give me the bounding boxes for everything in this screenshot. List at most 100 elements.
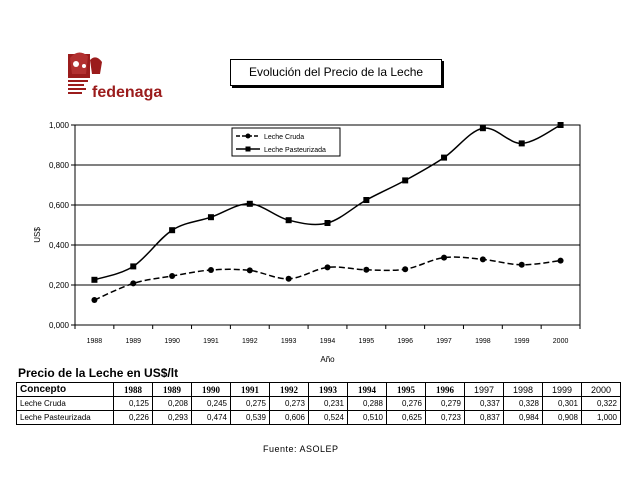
year-header: 1994 (347, 382, 387, 397)
table-row: Leche Pasteurizada 0,226 0,293 0,474 0,539 0,… (16, 410, 621, 425)
point-leche-cruda (169, 273, 176, 279)
row-label: Leche Pasteurizada (16, 410, 114, 425)
point-leche-cruda (479, 256, 486, 263)
year-header: 1991 (230, 382, 270, 397)
table-cell: 0,275 (230, 396, 270, 411)
y-tick-label: 0,400 (49, 241, 70, 250)
point-leche-pasteurizada (130, 263, 137, 270)
year-header: 1998 (503, 382, 543, 397)
x-tick-label: 1992 (242, 338, 258, 345)
table-cell: 0,337 (464, 396, 504, 411)
legend-label: Leche Cruda (264, 134, 304, 141)
price-table: Concepto 1988 1989 1990 1991 1992 1993 1994 199… (16, 382, 621, 425)
series-line-leche-cruda (94, 256, 561, 301)
x-tick-label: 1994 (320, 338, 336, 345)
point-leche-cruda (246, 267, 253, 274)
table-cell: 0,273 (269, 396, 309, 411)
y-tick-label: 0,200 (49, 281, 70, 290)
year-header: 1993 (308, 382, 348, 397)
table-header-row: Concepto 1988 1989 1990 1991 1992 1993 1994 199… (16, 382, 621, 397)
table-cell: 0,125 (113, 396, 153, 411)
point-leche-pasteurizada (285, 217, 292, 224)
legend-marker-leche-cruda (245, 133, 251, 139)
x-tick-label: 1993 (281, 338, 297, 345)
table-cell: 0,474 (191, 410, 231, 425)
table-cell: 0,293 (152, 410, 192, 425)
table-cell: 1,000 (581, 410, 621, 425)
point-leche-pasteurizada (246, 200, 253, 207)
table-cell: 0,208 (152, 396, 192, 411)
table-cell: 0,322 (581, 396, 621, 411)
x-tick-label: 1997 (436, 338, 452, 345)
table-cell: 0,288 (347, 396, 387, 411)
chart-title: Evolución del Precio de la Leche (230, 59, 442, 86)
year-header: 1997 (464, 382, 504, 397)
x-tick-label: 1999 (514, 338, 530, 345)
point-leche-cruda (363, 266, 370, 273)
point-leche-cruda (402, 266, 409, 273)
point-leche-cruda (91, 297, 98, 303)
year-header: 1988 (113, 382, 153, 397)
point-leche-pasteurizada (479, 125, 486, 132)
legend-label: Leche Pasteurizada (264, 147, 326, 154)
concept-header: Concepto (16, 382, 114, 397)
year-header: 1995 (386, 382, 426, 397)
x-tick-label: 1989 (125, 338, 141, 345)
year-header: 1996 (425, 382, 465, 397)
x-axis-label: Año (320, 355, 335, 364)
x-tick-label: 1991 (203, 338, 219, 345)
y-tick-label: 0,800 (49, 161, 70, 170)
x-tick-label: 1998 (475, 338, 491, 345)
y-tick-label: 1,000 (49, 121, 70, 130)
x-tick-label: 1988 (87, 338, 103, 345)
table-cell: 0,606 (269, 410, 309, 425)
point-leche-cruda (557, 257, 564, 264)
x-tick-label: 2000 (553, 338, 569, 345)
point-leche-pasteurizada (557, 122, 564, 128)
table-cell: 0,723 (425, 410, 465, 425)
logo-wordmark: fedenaga (92, 84, 163, 101)
point-leche-pasteurizada (169, 227, 176, 234)
x-tick-label: 1996 (397, 338, 413, 345)
table-cell: 0,625 (386, 410, 426, 425)
point-leche-pasteurizada (324, 220, 331, 226)
point-leche-cruda (285, 275, 292, 282)
table-cell: 0,231 (308, 396, 348, 411)
x-tick-label: 1995 (359, 338, 375, 345)
table-cell: 0,279 (425, 396, 465, 411)
point-leche-pasteurizada (91, 276, 98, 283)
table-row: Leche Cruda 0,125 0,208 0,245 0,275 0,273 0,23… (16, 396, 621, 411)
table-cell: 0,301 (542, 396, 582, 411)
year-header: 2000 (581, 382, 621, 397)
point-leche-cruda (441, 254, 448, 261)
point-leche-cruda (518, 261, 525, 268)
fedenaga-logo-emblem (68, 52, 102, 94)
year-header: 1990 (191, 382, 231, 397)
point-leche-pasteurizada (363, 197, 370, 203)
table-cell: 0,328 (503, 396, 543, 411)
row-label: Leche Cruda (16, 396, 114, 411)
legend-marker-leche-pasteurizada (245, 146, 251, 152)
table-title: Precio de la Leche en US$/lt (18, 366, 179, 380)
point-leche-pasteurizada (402, 177, 409, 184)
table-cell: 0,510 (347, 410, 387, 425)
table-cell: 0,245 (191, 396, 231, 411)
table-cell: 0,908 (542, 410, 582, 425)
table-cell: 0,226 (113, 410, 153, 425)
year-header: 1989 (152, 382, 192, 397)
point-leche-pasteurizada (207, 214, 214, 221)
point-leche-pasteurizada (518, 140, 525, 147)
y-tick-label: 0,000 (49, 321, 70, 330)
table-cell: 0,276 (386, 396, 426, 411)
y-tick-label: 0,600 (49, 201, 70, 210)
point-leche-cruda (207, 267, 214, 273)
point-leche-pasteurizada (441, 154, 448, 161)
table-cell: 0,524 (308, 410, 348, 425)
x-tick-label: 1990 (164, 338, 180, 345)
point-leche-cruda (130, 280, 137, 287)
year-header: 1992 (269, 382, 309, 397)
table-cell: 0,837 (464, 410, 504, 425)
source-note: Fuente: ASOLEP (263, 444, 339, 454)
table-cell: 0,984 (503, 410, 543, 425)
